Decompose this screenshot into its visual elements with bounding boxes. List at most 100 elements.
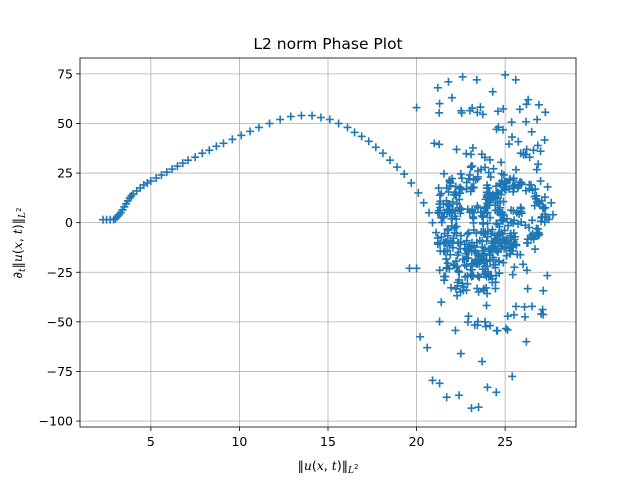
data-point: [191, 153, 200, 162]
data-points: [99, 70, 557, 413]
data-point: [491, 201, 500, 210]
data-point: [479, 213, 488, 222]
data-point: [443, 231, 452, 240]
data-point: [435, 379, 444, 388]
data-point: [483, 219, 492, 228]
data-point: [510, 263, 519, 272]
data-point: [276, 115, 285, 124]
data-point: [543, 271, 552, 280]
data-point: [521, 186, 530, 195]
data-point: [512, 165, 521, 174]
data-point: [442, 254, 451, 263]
data-point: [228, 135, 237, 144]
data-point: [508, 372, 517, 381]
data-point: [522, 145, 531, 154]
data-point: [452, 229, 461, 238]
data-point: [508, 182, 517, 191]
data-point: [491, 263, 500, 272]
data-point: [478, 110, 487, 119]
x-tick-label: 10: [231, 434, 247, 449]
data-point: [430, 139, 439, 148]
data-point: [458, 255, 467, 264]
data-point: [499, 170, 508, 179]
data-point: [478, 265, 487, 274]
data-point: [435, 99, 444, 108]
data-point: [480, 153, 489, 162]
data-point: [491, 284, 500, 293]
data-point: [486, 213, 495, 222]
data-point: [497, 158, 506, 167]
data-point: [350, 128, 359, 137]
data-point: [498, 125, 507, 134]
data-point: [467, 183, 476, 192]
data-point: [523, 235, 532, 244]
data-point: [512, 208, 521, 217]
data-point: [450, 190, 459, 199]
y-tick-label: −50: [47, 314, 73, 329]
data-point: [468, 271, 477, 280]
data-point: [445, 264, 454, 273]
data-point: [541, 108, 550, 117]
data-point: [452, 145, 461, 154]
data-point: [334, 119, 343, 128]
data-point: [308, 111, 317, 120]
data-point: [451, 284, 460, 293]
data-point: [519, 260, 528, 269]
data-point: [452, 215, 461, 224]
data-point: [205, 146, 214, 155]
data-point: [437, 213, 446, 222]
data-point: [499, 258, 508, 267]
data-point: [481, 163, 490, 172]
data-point: [514, 137, 523, 146]
data-point: [467, 404, 476, 413]
data-point: [448, 243, 457, 252]
data-point: [498, 216, 507, 225]
data-point: [465, 170, 474, 179]
data-point: [503, 312, 512, 321]
data-point: [428, 218, 437, 227]
data-point: [286, 112, 295, 121]
data-point: [472, 229, 481, 238]
data-point: [477, 228, 486, 237]
data-point: [435, 317, 444, 326]
x-axis: 5 10 15 20 25: [147, 427, 513, 449]
data-point: [486, 173, 495, 182]
data-point: [519, 150, 528, 159]
data-point: [484, 245, 493, 254]
data-point: [464, 174, 473, 183]
data-point: [497, 176, 506, 185]
data-point: [515, 105, 524, 114]
data-point: [478, 237, 487, 246]
data-point: [448, 207, 457, 216]
data-point: [476, 208, 485, 217]
data-point: [529, 146, 538, 155]
data-point: [475, 252, 484, 261]
data-point: [501, 324, 510, 333]
data-point: [484, 267, 493, 276]
data-point: [463, 246, 472, 255]
data-point: [407, 178, 416, 187]
data-point: [482, 272, 491, 281]
data-point: [446, 179, 455, 188]
data-point: [473, 201, 482, 210]
data-point: [533, 228, 542, 237]
data-point: [495, 269, 504, 278]
data-point: [468, 162, 477, 171]
data-point: [435, 108, 444, 117]
data-point: [483, 289, 492, 298]
data-point: [507, 118, 516, 127]
data-point: [494, 257, 503, 266]
data-point: [447, 283, 456, 292]
data-point: [464, 228, 473, 237]
data-point: [528, 302, 537, 311]
data-point: [428, 376, 437, 385]
data-point: [424, 208, 433, 217]
data-point: [168, 165, 177, 174]
data-point: [463, 279, 472, 288]
data-point: [473, 317, 482, 326]
data-point: [455, 391, 464, 400]
data-point: [471, 175, 480, 184]
data-point: [496, 210, 505, 219]
data-point: [441, 272, 450, 281]
data-point: [446, 250, 455, 259]
